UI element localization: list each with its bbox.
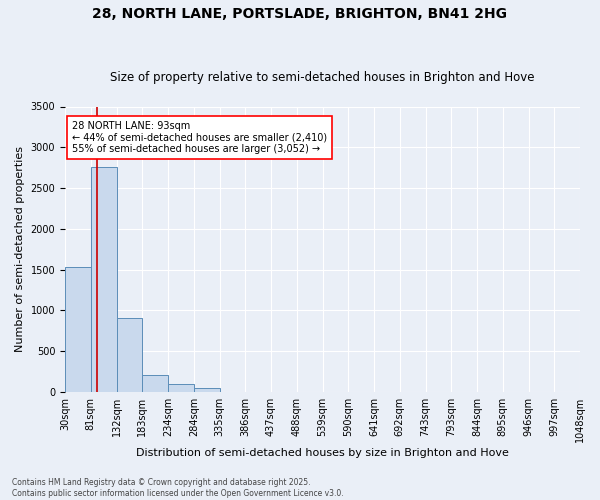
Bar: [116, 318, 142, 392]
Bar: [65, 267, 91, 392]
Bar: [142, 375, 168, 392]
X-axis label: Distribution of semi-detached houses by size in Brighton and Hove: Distribution of semi-detached houses by …: [136, 448, 509, 458]
Text: 28, NORTH LANE, PORTSLADE, BRIGHTON, BN41 2HG: 28, NORTH LANE, PORTSLADE, BRIGHTON, BN4…: [92, 8, 508, 22]
Bar: [168, 384, 194, 392]
Text: 28 NORTH LANE: 93sqm
← 44% of semi-detached houses are smaller (2,410)
55% of se: 28 NORTH LANE: 93sqm ← 44% of semi-detac…: [72, 121, 328, 154]
Text: Contains HM Land Registry data © Crown copyright and database right 2025.
Contai: Contains HM Land Registry data © Crown c…: [12, 478, 344, 498]
Bar: [194, 388, 220, 392]
Y-axis label: Number of semi-detached properties: Number of semi-detached properties: [15, 146, 25, 352]
Title: Size of property relative to semi-detached houses in Brighton and Hove: Size of property relative to semi-detach…: [110, 72, 535, 85]
Bar: [91, 167, 116, 392]
